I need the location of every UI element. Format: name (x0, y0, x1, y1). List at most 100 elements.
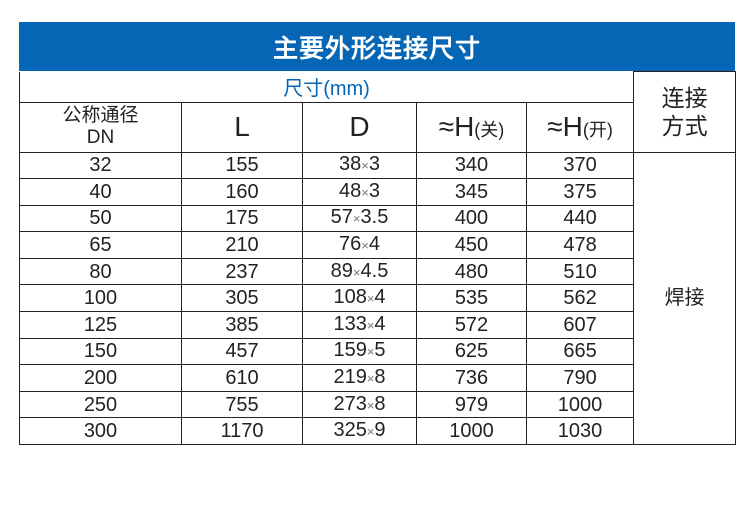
cell-h-close: 979 (416, 390, 527, 419)
d-outer: 133 (333, 312, 367, 335)
table-row: 300 1170 325×9 1000 1030 (19, 417, 736, 446)
cell-h-close: 1000 (416, 417, 527, 446)
times-sign: × (366, 317, 375, 333)
table-row: 100 305 108×4 535 562 (19, 284, 736, 313)
cell-dn: 200 (19, 364, 182, 392)
cell-connection: 焊接 (633, 151, 737, 446)
d-wall: 4 (368, 233, 380, 256)
times-sign: × (361, 158, 369, 174)
table-row: 150 457 159×5 625 665 (19, 337, 736, 366)
cell-dn: 80 (19, 257, 182, 286)
table-title: 主要外形连接尺寸 (19, 22, 735, 71)
cell-h-open: 478 (525, 231, 635, 259)
cell-d: 133×4 (302, 311, 417, 339)
cell-dn: 300 (19, 417, 182, 446)
d-wall: 4.5 (360, 259, 389, 282)
cell-h-close: 625 (416, 337, 527, 366)
times-sign: × (361, 184, 369, 200)
cell-h-open: 510 (525, 257, 635, 286)
times-sign: × (352, 264, 361, 280)
cell-h-close: 535 (416, 284, 527, 313)
cell-l: 1170 (181, 417, 303, 446)
times-sign: × (366, 371, 375, 387)
table-row: 250 755 273×8 979 1000 (19, 390, 736, 419)
cell-l: 457 (181, 337, 303, 366)
d-outer: 325 (333, 419, 367, 442)
cell-h-open: 375 (525, 178, 635, 206)
times-sign: × (366, 397, 375, 413)
times-sign: × (366, 424, 375, 440)
table-row: 200 610 219×8 736 790 (19, 364, 736, 392)
cell-l: 755 (181, 390, 303, 419)
d-outer: 76 (339, 233, 362, 256)
cell-l: 305 (181, 284, 303, 313)
cell-d: 48×3 (302, 178, 417, 206)
dimensions-table-container: 主要外形连接尺寸 尺寸(mm) 连接方式 公称通径 DN L D ≈H(关) ≈H… (18, 22, 737, 446)
table-row: 80 237 89×4.5 480 510 (19, 257, 736, 286)
cell-d: 57×3.5 (302, 204, 417, 233)
cell-h-close: 450 (416, 231, 527, 259)
times-sign: × (361, 238, 369, 254)
cell-h-open: 665 (525, 337, 635, 366)
header-h-close: ≈H(关) (416, 101, 527, 153)
cell-dn: 150 (19, 337, 182, 366)
header-d: D (302, 101, 417, 153)
cell-h-open: 370 (525, 151, 635, 180)
cell-d: 89×4.5 (302, 257, 417, 286)
d-outer: 108 (333, 286, 367, 309)
d-wall: 3.5 (360, 206, 389, 229)
table-row: 125 385 133×4 572 607 (19, 311, 736, 339)
subheader-dimensions: 尺寸(mm) (18, 71, 635, 103)
header-connection: 连接方式 (633, 71, 737, 153)
header-l: L (181, 101, 303, 153)
dimensions-table: 尺寸(mm) 连接方式 公称通径 DN L D ≈H(关) ≈H(开) 32 155… (18, 71, 737, 446)
cell-h-open: 562 (525, 284, 635, 313)
cell-l: 210 (181, 231, 303, 259)
cell-h-open: 607 (525, 311, 635, 339)
d-wall: 4 (374, 312, 386, 335)
cell-l: 385 (181, 311, 303, 339)
cell-h-close: 736 (416, 364, 527, 392)
cell-h-open: 1000 (525, 390, 635, 419)
cell-dn: 50 (19, 204, 182, 233)
d-outer: 273 (333, 392, 367, 415)
d-outer: 48 (339, 179, 362, 202)
d-outer: 159 (333, 339, 367, 362)
times-sign: × (366, 344, 375, 360)
cell-l: 610 (181, 364, 303, 392)
d-wall: 8 (374, 392, 386, 415)
cell-d: 273×8 (302, 390, 417, 419)
d-wall: 9 (374, 419, 386, 442)
cell-h-open: 1030 (525, 417, 635, 446)
d-wall: 3 (368, 179, 380, 202)
cell-l: 160 (181, 178, 303, 206)
cell-dn: 250 (19, 390, 182, 419)
cell-d: 219×8 (302, 364, 417, 392)
cell-d: 108×4 (302, 284, 417, 313)
cell-dn: 40 (19, 178, 182, 206)
d-outer: 89 (330, 259, 353, 282)
cell-h-close: 340 (416, 151, 527, 180)
d-wall: 8 (374, 366, 386, 389)
d-wall: 3 (368, 153, 380, 176)
cell-d: 38×3 (302, 151, 417, 180)
cell-d: 159×5 (302, 337, 417, 366)
d-wall: 5 (374, 339, 386, 362)
times-sign: × (366, 291, 375, 307)
cell-h-close: 480 (416, 257, 527, 286)
cell-l: 237 (181, 257, 303, 286)
cell-h-close: 400 (416, 204, 527, 233)
d-wall: 4 (374, 286, 386, 309)
cell-h-open: 790 (525, 364, 635, 392)
header-dn: 公称通径 DN (19, 101, 182, 153)
d-outer: 38 (339, 153, 362, 176)
table-row: 50 175 57×3.5 400 440 (19, 204, 736, 233)
d-outer: 219 (333, 366, 367, 389)
cell-dn: 125 (19, 311, 182, 339)
cell-h-close: 572 (416, 311, 527, 339)
cell-l: 155 (181, 151, 303, 180)
cell-dn: 32 (19, 151, 182, 180)
cell-d: 76×4 (302, 231, 417, 259)
times-sign: × (352, 211, 361, 227)
cell-dn: 100 (19, 284, 182, 313)
